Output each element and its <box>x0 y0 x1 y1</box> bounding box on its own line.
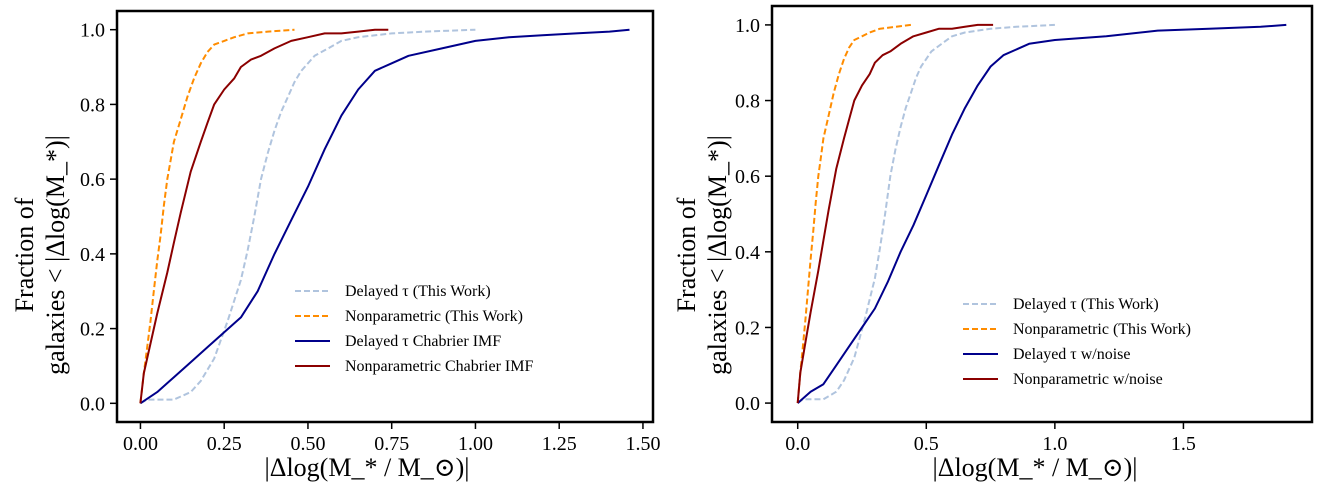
left-y-axis-label-line1: Fraction of <box>10 197 39 312</box>
left-x-tick-label: 0.75 <box>374 433 409 455</box>
left-x-tick-label: 0.50 <box>290 433 325 455</box>
left-y-tick-label: 0.6 <box>80 169 105 191</box>
right-legend-label-4: Nonparametric w/noise <box>1013 371 1163 388</box>
right-x-tick-label: 0.0 <box>785 433 810 455</box>
right-y-axis-label-line2: galaxies < |Δlog(M_*)| <box>703 135 732 375</box>
right-series-line-1 <box>797 23 1055 404</box>
right-x-axis-label: |Δlog(M_* / M_⊙)| <box>933 453 1138 482</box>
left-series-line-2 <box>139 28 295 404</box>
left-x-tick-label: 0.00 <box>123 433 158 455</box>
left-plot-frame <box>115 9 655 424</box>
left-ticks: 0.00 0.25 0.50 0.75 1.00 1.25 1.50 0.0 0.2 0.4 0.6… <box>80 20 660 455</box>
right-x-tick-label: 1.0 <box>1042 433 1067 455</box>
right-y-tick-label: 0.4 <box>735 242 760 264</box>
right-y-tick-label: 1.0 <box>735 15 760 37</box>
left-x-tick-label: 0.25 <box>207 433 242 455</box>
right-legend: Delayed τ (This Work) Nonparametric (This… <box>963 296 1191 388</box>
left-legend: Delayed τ (This Work) Nonparametric (This… <box>295 283 533 375</box>
right-y-tick-label: 0.8 <box>735 91 760 113</box>
right-y-tick-label: 0.2 <box>735 317 760 339</box>
left-legend-label-3: Delayed τ Chabrier IMF <box>345 333 501 350</box>
left-series-line-1 <box>139 28 476 405</box>
right-legend-label-3: Delayed τ w/noise <box>1013 346 1131 363</box>
left-y-tick-label: 0.0 <box>80 393 105 415</box>
left-plot-area <box>139 28 630 405</box>
left-x-tick-label: 1.00 <box>458 433 493 455</box>
right-series-line-2 <box>796 23 912 404</box>
left-y-tick-label: 1.0 <box>80 20 105 42</box>
left-chart: Fraction of galaxies < |Δlog(M_*)| |Δlog… <box>10 9 660 482</box>
right-y-axis-label-line1: Fraction of <box>672 197 701 312</box>
left-x-axis-label: |Δlog(M_* / M_⊙)| <box>265 453 470 482</box>
right-x-tick-label: 0.5 <box>914 433 939 455</box>
right-series-line-4 <box>796 23 994 404</box>
right-legend-label-2: Nonparametric (This Work) <box>1013 321 1191 338</box>
right-x-tick-label: 1.5 <box>1171 433 1196 455</box>
right-y-tick-label: 0.0 <box>735 393 760 415</box>
left-y-axis-label-line2: galaxies < |Δlog(M_*)| <box>41 135 70 375</box>
left-legend-label-1: Delayed τ (This Work) <box>345 283 491 300</box>
right-legend-label-1: Delayed τ (This Work) <box>1013 296 1159 313</box>
right-plot-area <box>796 23 1287 404</box>
left-y-tick-label: 0.8 <box>80 94 105 116</box>
right-ticks: 0.0 0.5 1.0 1.5 0.0 0.2 0.4 0.6 0.8 1.0 <box>735 15 1196 455</box>
right-y-tick-label: 0.6 <box>735 166 760 188</box>
left-y-tick-label: 0.2 <box>80 319 105 341</box>
left-legend-label-2: Nonparametric (This Work) <box>345 308 523 325</box>
left-series-line-4 <box>139 28 389 404</box>
right-series-line-3 <box>797 23 1287 404</box>
left-legend-label-4: Nonparametric Chabrier IMF <box>345 358 533 375</box>
left-y-tick-label: 0.4 <box>80 244 105 266</box>
right-plot-frame <box>770 4 1314 424</box>
left-series-line-3 <box>139 28 630 405</box>
left-x-tick-label: 1.25 <box>542 433 577 455</box>
right-chart: Fraction of galaxies < |Δlog(M_*)| |Δlog… <box>672 4 1314 482</box>
left-x-tick-label: 1.50 <box>625 433 660 455</box>
